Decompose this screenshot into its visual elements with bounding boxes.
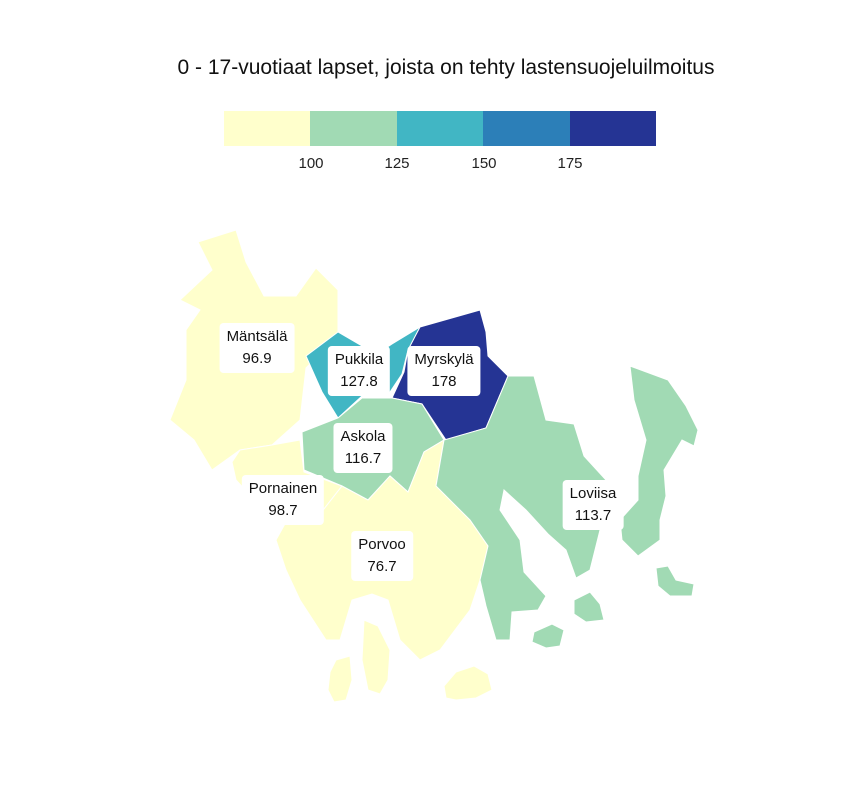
region-loviisa-peninsula bbox=[619, 365, 699, 557]
legend-tick-150: 150 bbox=[471, 155, 497, 172]
label-mantsala-name: Mäntsälä bbox=[226, 328, 288, 345]
label-myrskyla-name: Myrskylä bbox=[414, 351, 474, 368]
label-pukkila-name: Pukkila bbox=[334, 351, 384, 368]
label-askola: Askola 116.7 bbox=[333, 423, 393, 473]
label-porvoo-value: 76.7 bbox=[367, 558, 397, 575]
region-loviisa-island-1 bbox=[573, 591, 605, 623]
label-loviisa: Loviisa 113.7 bbox=[562, 480, 624, 530]
legend-bin-5 bbox=[569, 111, 657, 146]
region-porvoo-island-2 bbox=[361, 619, 391, 695]
label-pukkila: Pukkila 127.8 bbox=[327, 346, 391, 396]
region-porvoo-island-1 bbox=[327, 655, 353, 703]
color-legend bbox=[224, 111, 657, 146]
label-pukkila-value: 127.8 bbox=[340, 373, 378, 390]
region-loviisa[interactable] bbox=[435, 375, 607, 641]
legend-tick-100: 100 bbox=[298, 155, 324, 172]
label-myrskyla-value: 178 bbox=[431, 373, 457, 390]
label-pornainen-value: 98.7 bbox=[268, 502, 298, 519]
label-pornainen: Pornainen 98.7 bbox=[241, 475, 325, 525]
label-porvoo-name: Porvoo bbox=[358, 536, 406, 553]
label-mantsala: Mäntsälä 96.9 bbox=[219, 323, 295, 373]
legend-bin-1 bbox=[224, 111, 311, 146]
legend-tick-175: 175 bbox=[557, 155, 583, 172]
label-mantsala-value: 96.9 bbox=[242, 350, 272, 367]
map-title: 0 - 17-vuotiaat lapset, joista on tehty … bbox=[177, 56, 715, 79]
legend-tick-125: 125 bbox=[384, 155, 410, 172]
label-myrskyla: Myrskylä 178 bbox=[407, 346, 481, 396]
label-porvoo: Porvoo 76.7 bbox=[351, 531, 413, 581]
legend-bin-2 bbox=[310, 111, 397, 146]
label-pornainen-name: Pornainen bbox=[248, 480, 318, 497]
label-loviisa-value: 113.7 bbox=[574, 507, 612, 524]
region-porvoo-island-3 bbox=[443, 665, 493, 701]
region-loviisa-island-3 bbox=[655, 565, 695, 597]
label-askola-name: Askola bbox=[340, 428, 386, 445]
legend-bin-4 bbox=[483, 111, 570, 146]
label-askola-value: 116.7 bbox=[344, 450, 382, 467]
label-loviisa-name: Loviisa bbox=[569, 485, 617, 502]
legend-bin-3 bbox=[396, 111, 484, 146]
region-loviisa-island-2 bbox=[531, 623, 565, 649]
